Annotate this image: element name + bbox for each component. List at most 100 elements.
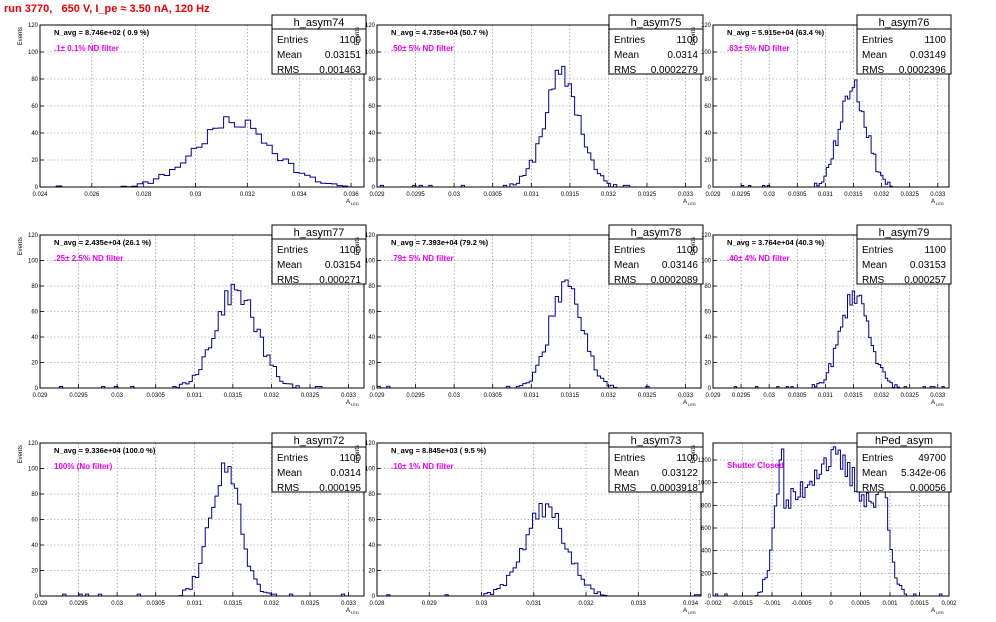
x-tick-label: 0.026 — [84, 192, 100, 198]
x-axis-label: A — [683, 608, 687, 614]
y-tick-label: 80 — [704, 77, 711, 83]
histogram-panel-h_asym73: 0.028 0.029 0.03 0.031 0.032 0.033 0.034 0 20 40 6… — [355, 432, 704, 615]
stats-value: 0.03153 — [910, 260, 947, 271]
y-tick-label: 20 — [368, 569, 375, 575]
stats-label: Entries — [862, 453, 893, 464]
y-tick-label: 40 — [368, 131, 375, 137]
stats-value: 0.03146 — [662, 260, 699, 271]
y-axis-label: Events — [691, 445, 697, 463]
stats-value: 0.00056 — [910, 483, 947, 494]
histogram-panel-h_asym74: 0.024 0.026 0.028 0.03 0.032 0.034 0.036 0 20 40 6… — [18, 14, 367, 206]
x-axis-label-subscript: LED — [936, 201, 944, 206]
x-axis-label-subscript: LED — [688, 610, 696, 615]
x-tick-label: 0.03 — [111, 601, 123, 607]
x-tick-label: 0.0315 — [844, 393, 863, 399]
stats-box — [608, 224, 704, 285]
stats-box — [856, 432, 952, 493]
y-tick-label: 100 — [365, 50, 376, 56]
y-tick-label: 20 — [31, 361, 38, 367]
x-tick-label: 0.0295 — [69, 393, 88, 399]
filter-note: .63± 5% ND filter — [727, 44, 790, 53]
y-tick-label: 60 — [368, 310, 375, 316]
stats-value: 0.03122 — [662, 468, 699, 479]
stats-label: Entries — [277, 453, 308, 464]
y-axis-label: Events — [355, 27, 361, 45]
stats-value: 0.0002396 — [899, 65, 947, 76]
stats-value: 0.0003918 — [651, 483, 699, 494]
x-axis-label-subscript: LED — [936, 610, 944, 615]
histogram-line — [377, 65, 701, 188]
stats-title: h_asym72 — [294, 435, 345, 447]
stats-label: Mean — [277, 468, 302, 479]
x-tick-label: 0.029 — [32, 393, 48, 399]
y-tick-label: 80 — [31, 77, 38, 83]
x-tick-label: 0.029 — [32, 601, 48, 607]
x-tick-label: 0.028 — [369, 601, 385, 607]
stats-value: 0.0002089 — [651, 275, 699, 286]
filter-note: 100% (No filter) — [54, 462, 113, 471]
stats-label: RMS — [614, 275, 637, 286]
stats-value: 1100 — [339, 35, 361, 46]
x-tick-label: 0.03 — [763, 393, 775, 399]
x-axis-label: A — [346, 608, 350, 614]
x-tick-label: 0.0315 — [561, 192, 580, 198]
stats-title: h_asym76 — [879, 17, 930, 29]
y-tick-label: 80 — [368, 77, 375, 83]
x-tick-label: -0.001 — [763, 601, 781, 607]
stats-label: RMS — [614, 483, 637, 494]
x-tick-label: 0.032 — [240, 192, 256, 198]
x-tick-label: 0.032 — [579, 601, 595, 607]
histogram-panel-hPed_asym: -0.002 -0.0015 -0.001 -0.0005 0 0.0005 0.001 0.… — [691, 432, 957, 615]
y-tick-label: 20 — [704, 158, 711, 164]
x-tick-label: 0.032 — [601, 192, 617, 198]
y-tick-label: 60 — [31, 104, 38, 110]
stats-label: Entries — [277, 245, 308, 256]
stats-label: Entries — [614, 245, 645, 256]
x-tick-label: 0.033 — [341, 393, 357, 399]
x-axis-label-subscript: LED — [688, 402, 696, 407]
histogram-line — [377, 503, 702, 597]
x-tick-label: 0.033 — [930, 393, 946, 399]
x-tick-label: 0.0295 — [406, 393, 425, 399]
x-tick-label: 0.0015 — [910, 601, 929, 607]
stats-box — [608, 14, 704, 75]
histogram-line — [376, 279, 701, 389]
x-tick-label: 0.0305 — [484, 393, 503, 399]
y-tick-label: 120 — [365, 233, 376, 239]
stats-title: h_asym74 — [294, 17, 345, 29]
y-tick-label: 0 — [708, 185, 712, 191]
x-tick-label: 0.03 — [448, 192, 460, 198]
stats-label: RMS — [862, 483, 885, 494]
x-tick-label: 0.029 — [422, 601, 438, 607]
y-tick-label: 40 — [704, 335, 711, 341]
x-axis-label-subscript: LED — [351, 610, 359, 615]
stats-value: 0.001463 — [319, 65, 361, 76]
y-tick-label: 40 — [368, 543, 375, 549]
x-tick-label: 0.002 — [941, 601, 957, 607]
stats-label: Mean — [862, 50, 887, 61]
stats-value: 1100 — [924, 245, 946, 256]
stats-label: RMS — [277, 483, 300, 494]
y-tick-label: 0 — [35, 594, 39, 600]
filter-note: .79± 5% ND filter — [391, 254, 454, 263]
y-tick-label: 0 — [708, 594, 712, 600]
y-tick-label: 60 — [368, 104, 375, 110]
y-tick-label: 40 — [704, 131, 711, 137]
stats-box — [856, 224, 952, 285]
stats-box — [856, 14, 952, 75]
y-axis-label: Events — [18, 445, 24, 463]
stats-label: Mean — [614, 50, 639, 61]
x-tick-label: 0.034 — [683, 601, 699, 607]
x-tick-label: 0.0325 — [638, 192, 657, 198]
stats-box — [271, 432, 367, 493]
x-tick-label: 0.001 — [882, 601, 898, 607]
y-tick-label: 800 — [701, 503, 712, 509]
y-tick-label: 100 — [365, 467, 376, 473]
filter-note: .40± 4% ND filter — [727, 254, 790, 263]
y-tick-label: 120 — [365, 23, 376, 29]
x-tick-label: 0.028 — [136, 192, 152, 198]
y-tick-label: 60 — [368, 518, 375, 524]
x-axis-label: A — [931, 400, 935, 406]
stats-label: Mean — [277, 260, 302, 271]
